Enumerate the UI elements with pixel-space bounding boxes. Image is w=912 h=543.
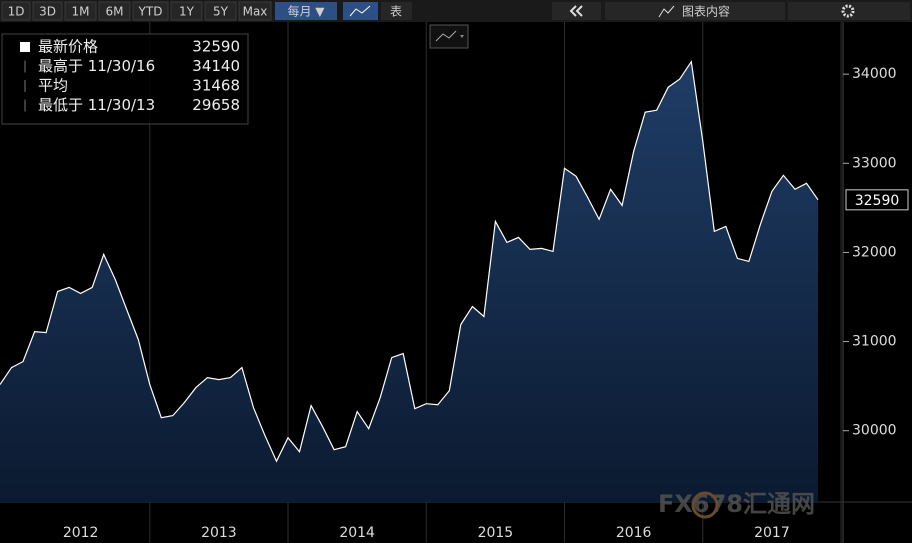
icon	[841, 4, 855, 18]
x-tick-label: 2016	[616, 525, 652, 541]
table-label: 表	[390, 5, 402, 19]
chart-type-button[interactable]	[429, 24, 469, 49]
settings-button[interactable]	[788, 2, 910, 20]
icon	[349, 5, 371, 17]
legend	[1, 33, 249, 125]
range-label: 1Y	[179, 5, 195, 19]
range-label: Max	[243, 5, 268, 19]
toolbar-buttons: 1D 3D 1M 6M YTD 1Y 5Y Max 每月 ▼ 表 图表内容	[1, 1, 910, 21]
icon	[658, 5, 675, 18]
legend-swatch	[20, 42, 30, 52]
y-tick-label: 31000	[852, 334, 897, 350]
icon	[435, 30, 457, 42]
range-button[interactable]	[170, 1, 203, 21]
icon	[569, 5, 577, 17]
range-button[interactable]	[98, 1, 131, 21]
legend-value: 34140	[192, 57, 240, 75]
legend-value: 31468	[192, 77, 240, 95]
chart-view-button[interactable]	[343, 2, 378, 20]
range-label: 6M	[106, 5, 124, 19]
legend-label: 最新价格	[38, 38, 98, 56]
legend-label: 最低于 11/30/13	[38, 96, 155, 114]
range-button[interactable]	[32, 1, 63, 21]
last-value-label: 32590	[855, 193, 900, 209]
frequency-label: 每月 ▼	[287, 4, 325, 19]
frequency-button[interactable]	[275, 2, 337, 20]
watermark: FX678汇通网	[658, 490, 815, 518]
x-tick-label: 2013	[201, 525, 237, 541]
y-tick-label: 34000	[852, 66, 897, 82]
x-tick-label: 2012	[63, 525, 99, 541]
x-tick-label: 2017	[754, 525, 790, 541]
range-label: YTD	[138, 5, 163, 19]
line	[0, 60, 819, 463]
range-button[interactable]	[1, 1, 31, 21]
table-button[interactable]	[381, 2, 412, 20]
legend-value: 29658	[192, 96, 240, 114]
legend-items: 最新价格 32590 最高于 11/30/16 34140 平均 31468 最低于 11/…	[24, 38, 240, 114]
range-button[interactable]	[238, 1, 272, 21]
range-button[interactable]	[132, 1, 169, 21]
last-value-box	[845, 189, 909, 211]
y-tick-label: 30000	[852, 423, 897, 439]
area	[0, 61, 818, 502]
range-button[interactable]	[204, 1, 237, 21]
range-button[interactable]	[64, 1, 97, 21]
y-tick-label: 33000	[852, 155, 897, 171]
icon	[575, 5, 583, 17]
chart-contents-label: 图表内容	[682, 4, 730, 19]
range-label: 1D	[8, 5, 25, 19]
x-tick-label: 2015	[478, 525, 514, 541]
chart-contents-button[interactable]	[605, 2, 785, 20]
x-tick-label: 2014	[339, 525, 375, 541]
legend-label: 最高于 11/30/16	[38, 57, 155, 75]
watermark-logo	[691, 491, 719, 519]
icon	[460, 35, 464, 38]
y-tick-label: 32000	[852, 244, 897, 260]
range-label: 3D	[39, 5, 56, 19]
legend-label: 平均	[38, 77, 68, 95]
range-label: 5Y	[213, 5, 229, 19]
legend-value: 32590	[192, 38, 240, 56]
range-label: 1M	[72, 5, 90, 19]
